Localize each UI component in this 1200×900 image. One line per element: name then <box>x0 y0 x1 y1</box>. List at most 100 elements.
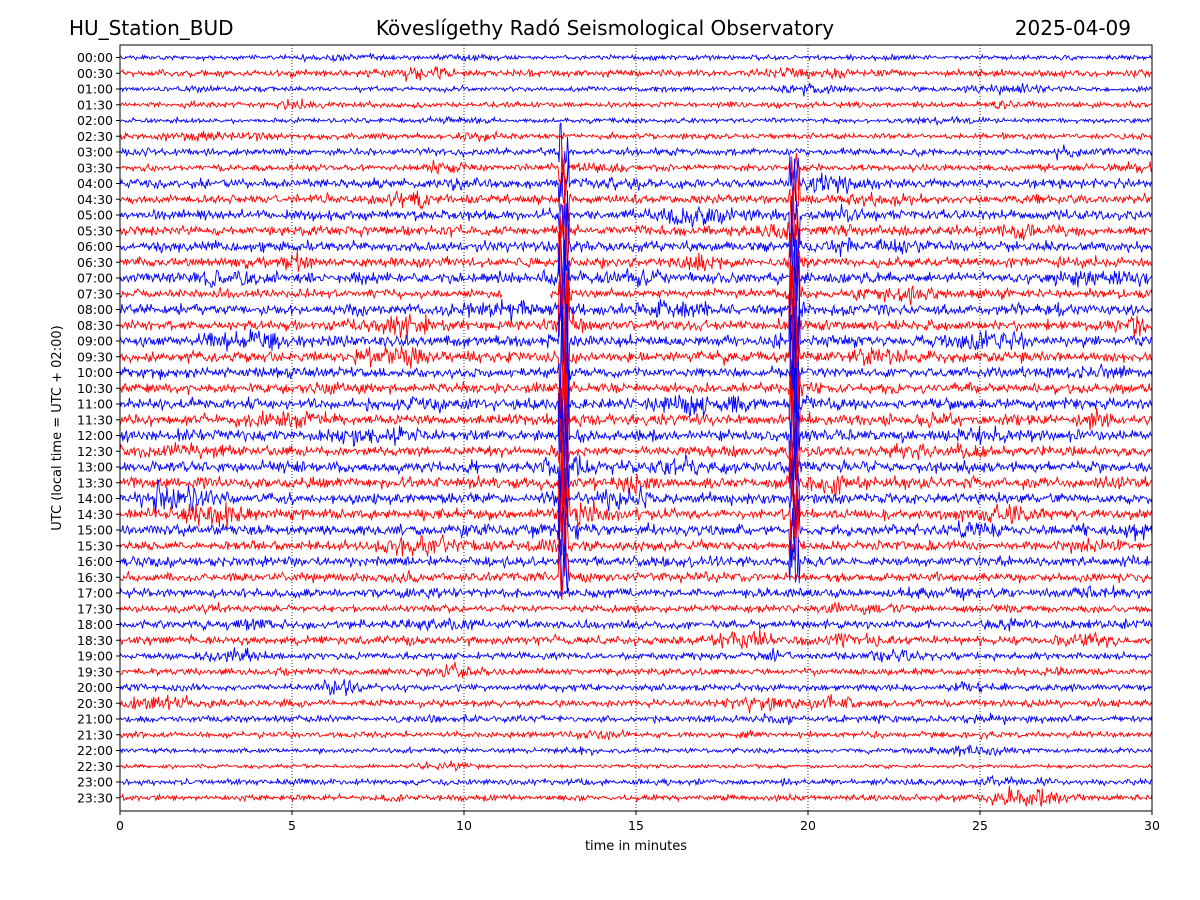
x-tick-label: 25 <box>972 818 988 833</box>
trace-0200 <box>119 115 1153 127</box>
y-tick-label: 09:30 <box>77 349 113 364</box>
y-tick-label: 17:00 <box>77 586 113 601</box>
trace-1400 <box>119 458 1153 540</box>
y-tick-label: 23:30 <box>77 790 113 805</box>
y-tick-label: 12:00 <box>77 428 113 443</box>
trace-0530 <box>119 194 1153 274</box>
trace-1000 <box>119 300 1153 434</box>
trace-2100 <box>119 712 1153 726</box>
trace-0830 <box>119 262 1153 388</box>
y-tick-label: 15:00 <box>77 523 113 538</box>
y-tick-label: 08:30 <box>77 318 113 333</box>
trace-0330 <box>119 145 1153 196</box>
y-tick-label: 13:00 <box>77 460 113 475</box>
trace-0900 <box>119 279 1153 407</box>
trace-1730 <box>119 601 1153 616</box>
y-tick-label: 02:30 <box>77 129 113 144</box>
y-tick-label: 19:00 <box>77 649 113 664</box>
y-tick-label: 06:00 <box>77 239 113 254</box>
y-tick-label: 09:00 <box>77 334 113 349</box>
seismic-traces <box>119 52 1153 807</box>
trace-1330 <box>119 438 1153 527</box>
y-tick-label: 03:30 <box>77 160 113 175</box>
y-tick-label: 07:00 <box>77 271 113 286</box>
y-tick-label: 19:30 <box>77 664 113 679</box>
trace-0700 <box>119 239 1153 320</box>
y-tick-label: 16:30 <box>77 570 113 585</box>
y-tick-label: 00:00 <box>77 50 113 65</box>
trace-0030 <box>120 65 1153 82</box>
trace-2030 <box>119 694 1153 714</box>
x-tick-label: 20 <box>800 818 816 833</box>
x-tick-label: 15 <box>628 818 644 833</box>
x-axis-label: time in minutes <box>585 839 687 854</box>
y-tick-label: 18:00 <box>77 617 113 632</box>
y-tick-label: 20:00 <box>77 680 113 695</box>
y-tick-label: 18:30 <box>77 633 113 648</box>
trace-1930 <box>119 662 1153 678</box>
y-tick-label: 11:00 <box>77 397 113 412</box>
y-tick-label: 05:30 <box>77 223 113 238</box>
y-tick-label: 21:00 <box>77 712 113 727</box>
trace-1130 <box>119 376 1153 470</box>
trace-2130 <box>119 728 1153 741</box>
trace-0230 <box>119 129 1153 143</box>
trace-0730 <box>119 248 1153 345</box>
y-tick-label: 12:30 <box>77 444 113 459</box>
trace-0100 <box>119 82 1153 97</box>
y-tick-label: 15:30 <box>77 538 113 553</box>
grid-lines <box>291 45 981 811</box>
trace-0800 <box>119 257 1153 359</box>
y-tick-label: 07:30 <box>77 286 113 301</box>
x-tick-label: 10 <box>456 818 472 833</box>
trace-2330 <box>119 785 1153 807</box>
y-tick-label: 10:30 <box>77 381 113 396</box>
x-axis-ticks: 0 5 10 15 20 25 30 <box>116 811 1160 833</box>
trace-1030 <box>119 358 1153 456</box>
station-title: HU_Station_BUD <box>69 16 234 40</box>
y-tick-label: 22:30 <box>77 759 113 774</box>
x-tick-label: 5 <box>288 818 296 833</box>
y-tick-label: 21:30 <box>77 727 113 742</box>
trace-0130 <box>119 98 1153 111</box>
y-tick-label: 01:30 <box>77 97 113 112</box>
y-axis-label: UTC (local time = UTC + 02:00) <box>50 325 65 530</box>
y-tick-label: 03:00 <box>77 145 113 160</box>
y-tick-label: 06:30 <box>77 255 113 270</box>
trace-2200 <box>119 744 1153 757</box>
trace-1430 <box>119 470 1153 554</box>
y-tick-label: 04:30 <box>77 192 113 207</box>
y-tick-label: 08:00 <box>77 302 113 317</box>
trace-1530 <box>119 518 1153 568</box>
trace-0630 <box>119 214 1152 310</box>
y-axis-ticks: 00:0000:3001:0001:3002:0002:3003:0003:30… <box>77 50 120 805</box>
y-tick-label: 14:00 <box>77 491 113 506</box>
y-tick-label: 23:00 <box>77 775 113 790</box>
trace-1500 <box>119 497 1153 562</box>
trace-0500 <box>119 190 1153 258</box>
y-tick-label: 22:00 <box>77 743 113 758</box>
trace-0600 <box>119 203 1153 293</box>
y-tick-label: 14:30 <box>77 507 113 522</box>
x-tick-label: 30 <box>1144 818 1160 833</box>
y-tick-label: 13:30 <box>77 475 113 490</box>
observatory-title: Köveslígethy Radó Seismological Observat… <box>376 16 834 40</box>
y-tick-label: 01:00 <box>77 82 113 97</box>
y-tick-label: 05:00 <box>77 208 113 223</box>
trace-2230 <box>119 760 1153 772</box>
y-tick-label: 02:00 <box>77 113 113 128</box>
trace-1900 <box>119 647 1153 663</box>
trace-1200 <box>119 380 1153 498</box>
y-tick-label: 04:00 <box>77 176 113 191</box>
y-tick-label: 11:30 <box>77 412 113 427</box>
trace-2000 <box>119 678 1153 697</box>
trace-1230 <box>119 409 1153 501</box>
y-tick-label: 20:30 <box>77 696 113 711</box>
y-tick-label: 00:30 <box>77 66 113 81</box>
trace-0430 <box>119 165 1153 235</box>
trace-1830 <box>119 629 1153 650</box>
y-tick-label: 17:30 <box>77 601 113 616</box>
trace-1800 <box>119 617 1153 632</box>
trace-1100 <box>119 364 1153 464</box>
trace-1300 <box>119 412 1153 524</box>
